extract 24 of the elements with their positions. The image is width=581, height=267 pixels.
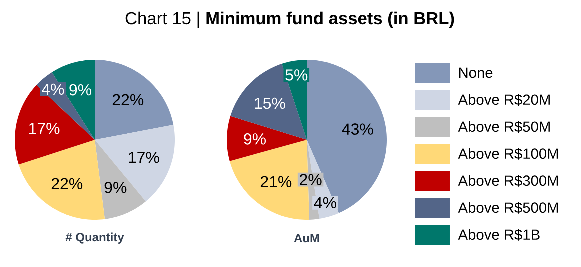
data-label: 17% bbox=[129, 152, 160, 164]
data-label: 43% bbox=[342, 124, 374, 135]
legend-label: Above R$300M bbox=[458, 175, 558, 187]
data-label: 5% bbox=[286, 70, 308, 81]
data-label: 15% bbox=[255, 98, 286, 110]
data-label: 4% bbox=[314, 197, 336, 209]
legend-label: None bbox=[459, 68, 493, 78]
data-label: 4% bbox=[42, 84, 64, 96]
legend-label: Above R$50M bbox=[458, 121, 550, 133]
data-label: 21% bbox=[260, 176, 292, 188]
data-label: 9% bbox=[244, 134, 266, 145]
legend-label: Above R$20M bbox=[458, 94, 550, 106]
data-label: 2% bbox=[300, 174, 322, 186]
data-label: 17% bbox=[29, 123, 60, 134]
legend-label: Above R$1B bbox=[458, 229, 540, 241]
text: # Quantity bbox=[66, 232, 124, 244]
data-label: 9% bbox=[104, 182, 127, 194]
text: AuM bbox=[294, 234, 320, 243]
legend-label: Above R$100M bbox=[458, 148, 558, 160]
data-label: 22% bbox=[112, 94, 144, 106]
legend-label: Above R$500M bbox=[458, 202, 558, 214]
text: Chart 15 | Minimum fund assets (in BRL) bbox=[126, 12, 454, 28]
data-label: 9% bbox=[70, 84, 92, 96]
data-label: 22% bbox=[52, 178, 83, 190]
